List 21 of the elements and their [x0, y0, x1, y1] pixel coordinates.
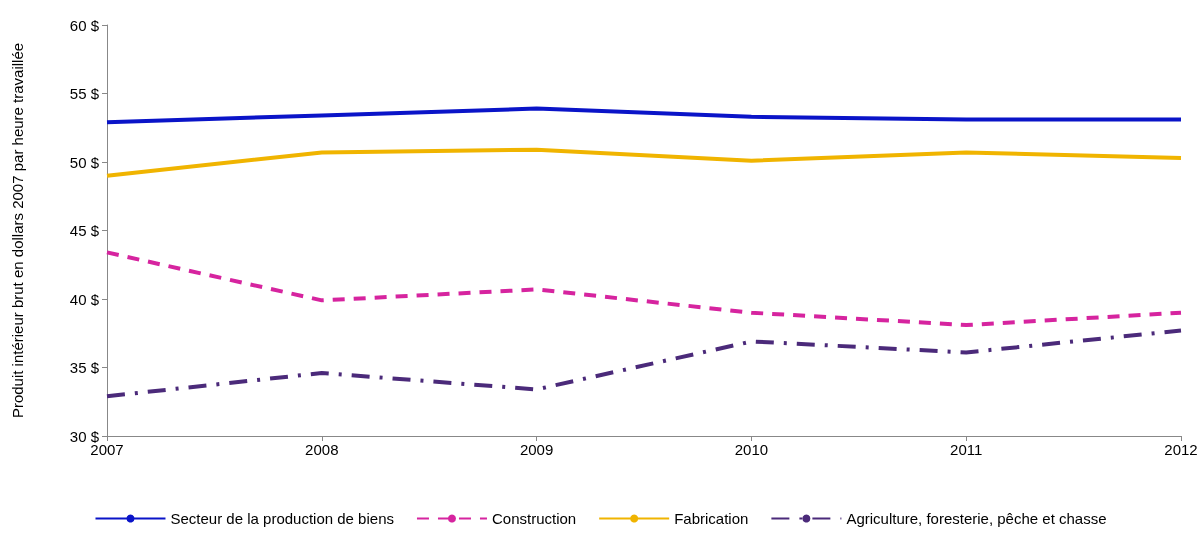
x-tick-label: 2012 — [1164, 441, 1198, 458]
y-tick-label: 40 $ — [69, 290, 100, 308]
x-tick-label: 2009 — [519, 441, 554, 458]
y-tick-label: 55 $ — [69, 85, 100, 102]
line-series — [105, 147, 1183, 178]
y-tick-label: 60 $ — [69, 16, 100, 34]
x-tick-label: 2011 — [950, 441, 983, 458]
x-tick-label: 2010 — [734, 441, 769, 458]
y-tick-label: 30 $ — [69, 427, 100, 445]
legend-label: Secteur de la production de biens — [170, 510, 394, 527]
line-series — [105, 250, 1183, 328]
y-axis-title: Produit intérieur brut en dollars 2007 par heure travaillée — [9, 42, 26, 419]
y-tick-label: 35 $ — [69, 359, 100, 376]
x-tick-label: 2008 — [305, 441, 339, 458]
line-series — [105, 328, 1183, 399]
legend-label: Construction — [491, 510, 577, 527]
line-series — [105, 106, 1183, 125]
y-tick-label: 45 $ — [69, 222, 100, 239]
y-tick-label: 50 $ — [69, 153, 100, 171]
legend-label: Agriculture, foresterie, pêche et chasse — [846, 510, 1107, 527]
legend-label: Fabrication — [674, 510, 749, 527]
